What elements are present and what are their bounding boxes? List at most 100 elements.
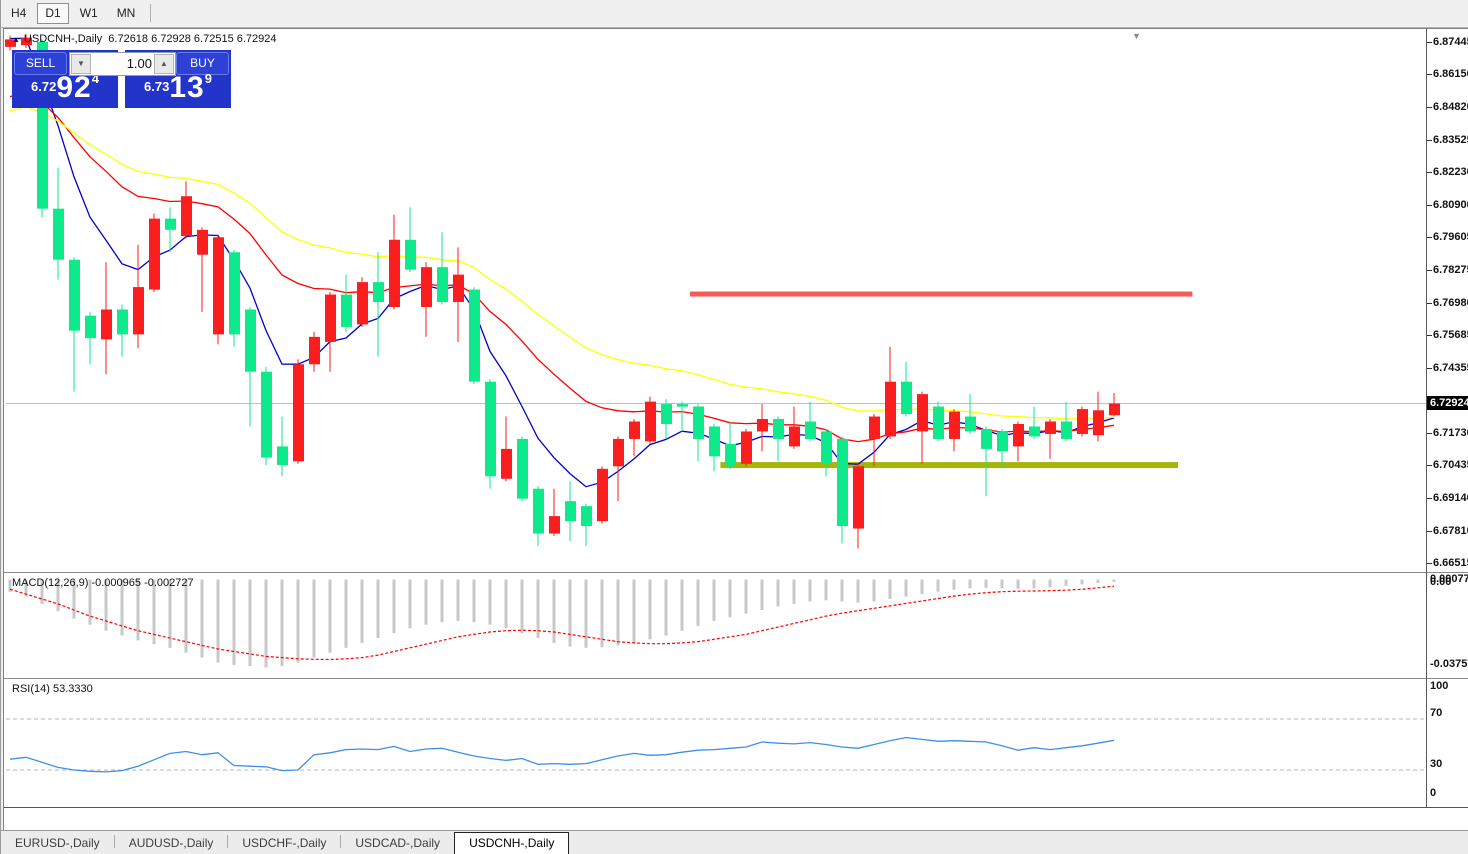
rsi-line	[9, 736, 1115, 773]
main-chart-canvas[interactable]	[4, 29, 1426, 572]
candle-body	[53, 208, 64, 260]
one-click-collapse-icon[interactable]: ▲	[12, 35, 20, 44]
candle-body	[901, 381, 912, 415]
macd-histogram-bar	[968, 579, 972, 589]
macd-histogram-bar	[520, 579, 524, 634]
macd-histogram-bar	[808, 579, 812, 602]
macd-histogram-bar	[360, 579, 364, 643]
candle-body	[1061, 421, 1072, 439]
candle-body	[565, 501, 576, 522]
price-axis-label: 6.78275	[1433, 264, 1468, 277]
symbol-tab-usdcad[interactable]: USDCAD-,Daily	[355, 836, 441, 850]
sell-button[interactable]: SELL	[14, 52, 67, 75]
sell-price[interactable]: 6.72924	[12, 71, 118, 105]
ohlc-quotes: 6.72618 6.72928 6.72515 6.72924	[108, 33, 277, 45]
macd-histogram-bar	[728, 579, 732, 618]
timeframe-button-h4[interactable]: H4	[11, 6, 27, 20]
timeframe-buttons: H4 D1 W1 MN	[1, 3, 144, 24]
rsi-panel-separator[interactable]	[4, 678, 1468, 679]
candle-body	[1045, 421, 1056, 434]
macd-histogram-bar	[744, 579, 748, 614]
symbol-tab-usdchf[interactable]: USDCHF-,Daily	[242, 836, 327, 850]
candle-body	[453, 274, 464, 303]
candle-body	[965, 416, 976, 432]
price-axis-tick	[1427, 465, 1432, 467]
support-line[interactable]	[720, 462, 1178, 469]
candle-body	[245, 309, 256, 372]
candle-body	[549, 516, 560, 534]
candle-body	[725, 443, 736, 467]
macd-histogram-bar	[184, 579, 188, 653]
macd-histogram-bar	[424, 579, 428, 625]
candle-body	[853, 466, 864, 529]
macd-histogram-bar	[552, 579, 556, 643]
macd-histogram-bar	[168, 579, 172, 648]
macd-histogram-bar	[824, 579, 828, 601]
candle-body	[181, 196, 192, 237]
price-axis-tick	[1427, 270, 1432, 272]
chart-window[interactable]: ▲ USDCNH-,Daily 6.72618 6.72928 6.72515 6…	[3, 28, 1468, 854]
tab-divider	[227, 835, 229, 849]
price-axis-label: 6.74355	[1433, 361, 1468, 374]
price-axis-tick	[1427, 433, 1432, 435]
candle-body	[165, 218, 176, 230]
candle-body	[229, 252, 240, 335]
candle-body	[949, 411, 960, 439]
macd-histogram-bar	[40, 579, 44, 604]
candle-body	[581, 506, 592, 527]
symbol-tab-audusd[interactable]: AUDUSD-,Daily	[128, 836, 214, 850]
macd-histogram-bar	[1048, 579, 1052, 588]
macd-panel-separator[interactable]	[4, 572, 1468, 573]
symbol-tab-usdcnh[interactable]: USDCNH-,Daily	[454, 832, 570, 854]
buy-price-sup: 9	[204, 71, 212, 86]
candle-body	[757, 419, 768, 432]
candle-body	[1029, 426, 1040, 437]
tab-divider	[113, 835, 115, 849]
price-axis-label: 6.80900	[1433, 198, 1468, 211]
timeframe-button-mn[interactable]: MN	[116, 6, 136, 20]
volume-input[interactable]: 1.00	[126, 56, 152, 71]
volume-increase-button[interactable]: ▲	[154, 54, 174, 74]
candle-body	[821, 431, 832, 464]
timeframe-button-w1[interactable]: W1	[79, 6, 98, 20]
candle-body	[773, 419, 784, 439]
candle-body	[69, 259, 80, 331]
candle-body	[1093, 410, 1104, 436]
symbol-tab-eurusd[interactable]: EURUSD-,Daily	[15, 836, 100, 850]
buy-button[interactable]: BUY	[176, 52, 229, 75]
candle-body	[213, 237, 224, 335]
macd-histogram-bar	[312, 579, 316, 658]
timeframe-button-d1[interactable]: D1	[37, 3, 69, 24]
volume-control: ▼ 1.00 ▲	[69, 52, 176, 76]
macd-histogram-bar	[504, 579, 508, 629]
macd-histogram-bar	[632, 579, 636, 643]
macd-histogram-bar	[584, 579, 588, 648]
macd-histogram-bar	[920, 579, 924, 595]
macd-histogram-bar	[760, 579, 764, 610]
macd-histogram-bar	[56, 579, 60, 612]
price-axis-tick	[1427, 563, 1432, 565]
resistance-line[interactable]	[690, 291, 1193, 297]
price-axis-label: 6.69140	[1433, 491, 1468, 504]
candle-body	[309, 336, 320, 365]
candle-body	[645, 401, 656, 442]
macd-histogram-bar	[440, 579, 444, 623]
slow-ma[interactable]	[9, 106, 1115, 420]
macd-histogram-bar	[264, 579, 268, 668]
price-axis-label: 6.86150	[1433, 68, 1468, 81]
macd-panel-canvas[interactable]	[4, 574, 1426, 678]
price-axis-tick	[1427, 42, 1432, 43]
rsi-panel-canvas[interactable]	[4, 680, 1426, 807]
macd-histogram-bar	[1064, 579, 1068, 586]
fast-ma[interactable]	[9, 37, 1115, 488]
volume-decrease-button[interactable]: ▼	[71, 54, 91, 74]
price-axis-label: 6.67810	[1433, 524, 1468, 537]
macd-histogram-bar	[1032, 579, 1036, 589]
macd-histogram-bar	[536, 579, 540, 639]
symbol-period-label: USDCNH-,Daily	[23, 33, 103, 45]
medium-ma[interactable]	[9, 90, 1115, 443]
macd-histogram-bar	[104, 579, 108, 631]
buy-price[interactable]: 6.73139	[125, 71, 231, 105]
chart-shift-marker-icon[interactable]: ▼	[1132, 31, 1141, 41]
macd-histogram-bar	[376, 579, 380, 639]
